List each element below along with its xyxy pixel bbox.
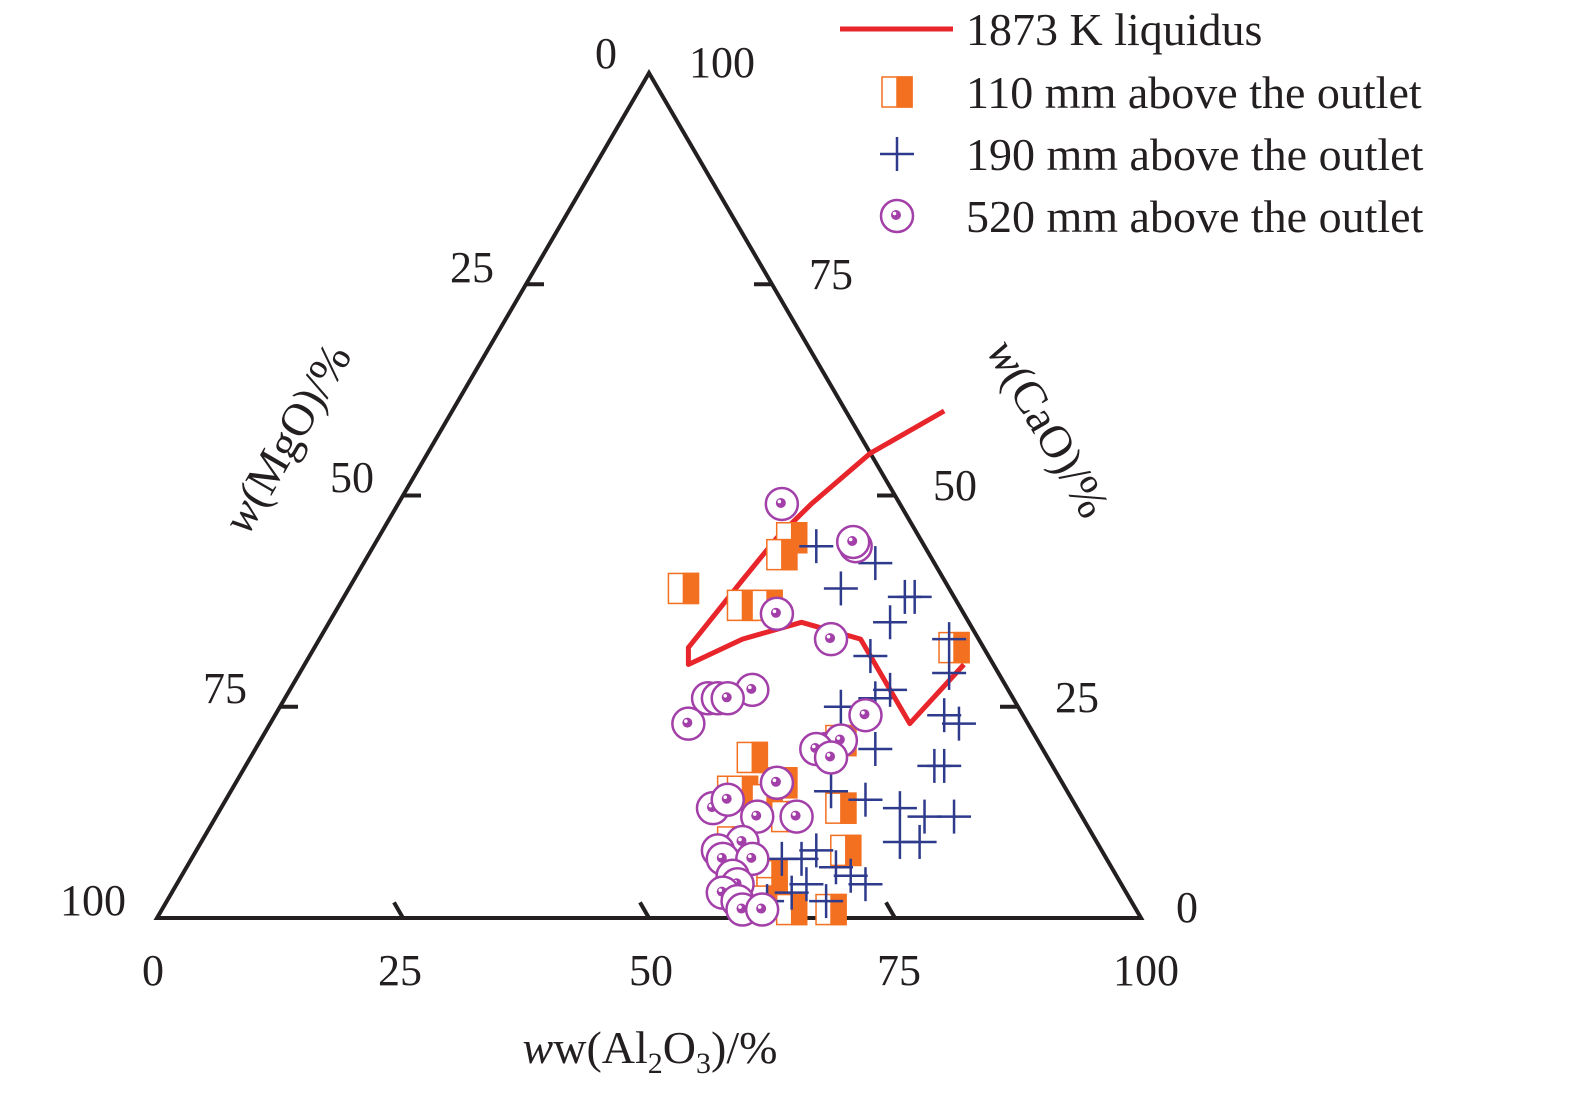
legend-label: 110 mm above the outlet [966,67,1422,118]
point-p190 [882,791,917,826]
point-p520 [671,706,706,741]
point-p190 [873,605,908,640]
point-p520 [835,524,871,560]
point-p190 [858,732,893,766]
left-tick-label: 100 [60,876,126,925]
right-axis-title: w(CaO)/% [977,330,1120,526]
legend-entry-liquidus: 1873 K liquidus [840,4,1262,55]
point-p520 [764,486,800,522]
bottom-tick-label: 75 [877,946,921,995]
point-p110 [766,538,798,571]
point-p190 [927,698,962,733]
point-p190 [789,867,824,902]
legend: 1873 K liquidus 110 mm above the outlet 19… [840,4,1424,242]
left-tick-label: 50 [330,453,374,502]
liquidus-layer [685,408,966,727]
point-p520 [759,596,795,632]
legend-label: 520 mm above the outlet [966,191,1424,242]
bottom-tick-label: 25 [378,946,422,995]
bottom-tick-label: 100 [1113,946,1179,995]
right-tick-label: 25 [1055,673,1099,722]
point-p190 [818,850,853,885]
legend-entry-p110: 110 mm above the outlet [881,67,1422,118]
legend-swatch-circle [879,198,915,234]
legend-entry-p190: 190 mm above the outlet [880,129,1424,180]
point-p520 [710,681,745,716]
point-p190 [833,858,868,893]
point-p520 [739,799,775,834]
point-p190 [848,782,883,817]
bottom-tick-label: 0 [142,946,164,995]
ticks-layer: 0 25 50 75 100 100 75 50 25 0 0 25 50 75 100 [60,29,1198,995]
point-p190 [809,884,844,919]
bottom-tick [392,901,405,920]
point-p190 [927,748,962,783]
point-p190 [799,529,834,564]
left-tick-label: 25 [450,243,494,292]
right-tick-label: 50 [933,461,977,510]
point-p190 [848,867,883,902]
bottom-axis-title-suffix: )/% [711,1022,777,1073]
bottom-axis-title-mid: O [663,1022,696,1073]
point-p110 [938,631,970,664]
point-p190 [932,622,967,657]
liquidus-line [685,408,966,727]
legend-label: 1873 K liquidus [966,4,1262,55]
point-p190 [897,579,932,614]
point-p190 [858,546,893,581]
point-p190 [774,875,809,910]
point-p520 [744,892,780,927]
left-tick-label: 75 [203,664,247,713]
right-tick-label: 75 [809,250,853,299]
legend-label: 190 mm above the outlet [966,129,1424,180]
bottom-tick [884,901,897,920]
point-p520 [813,740,849,775]
point-p190 [799,833,834,868]
point-p110 [667,572,700,605]
point-p190 [941,706,976,741]
point-p190 [764,841,799,876]
point-p520 [813,621,849,657]
point-p190 [814,774,849,809]
point-p190 [937,799,972,834]
point-p190 [853,639,888,674]
right-tick-label: 0 [1176,883,1198,932]
point-p520 [779,799,814,834]
point-p190 [932,655,967,690]
left-tick-label: 0 [595,29,617,78]
point-p190 [907,799,942,834]
bottom-axis-title-prefix: w(Al [553,1022,648,1073]
point-p190 [823,571,858,606]
point-p110 [815,893,847,926]
right-tick-label: 100 [689,38,755,87]
bottom-tick-label: 50 [629,946,673,995]
point-p190 [873,672,908,707]
point-p190 [902,824,937,859]
legend-entry-p520: 520 mm above the outlet [879,191,1424,242]
point-p520 [848,697,883,733]
left-axis-title: w(MgO)/% [212,335,361,542]
point-p520 [710,782,745,817]
bottom-tick [638,901,651,920]
bottom-axis-title-sub2: 3 [696,1047,711,1080]
point-p520 [759,765,795,801]
point-p110 [736,741,769,774]
legend-swatch-square [881,76,913,108]
bottom-axis-title-sub1: 2 [648,1047,663,1080]
points-layer [667,486,976,927]
legend-swatch-plus [880,137,914,171]
bottom-axis-title: ww(Al2O3)/% [523,1022,778,1080]
